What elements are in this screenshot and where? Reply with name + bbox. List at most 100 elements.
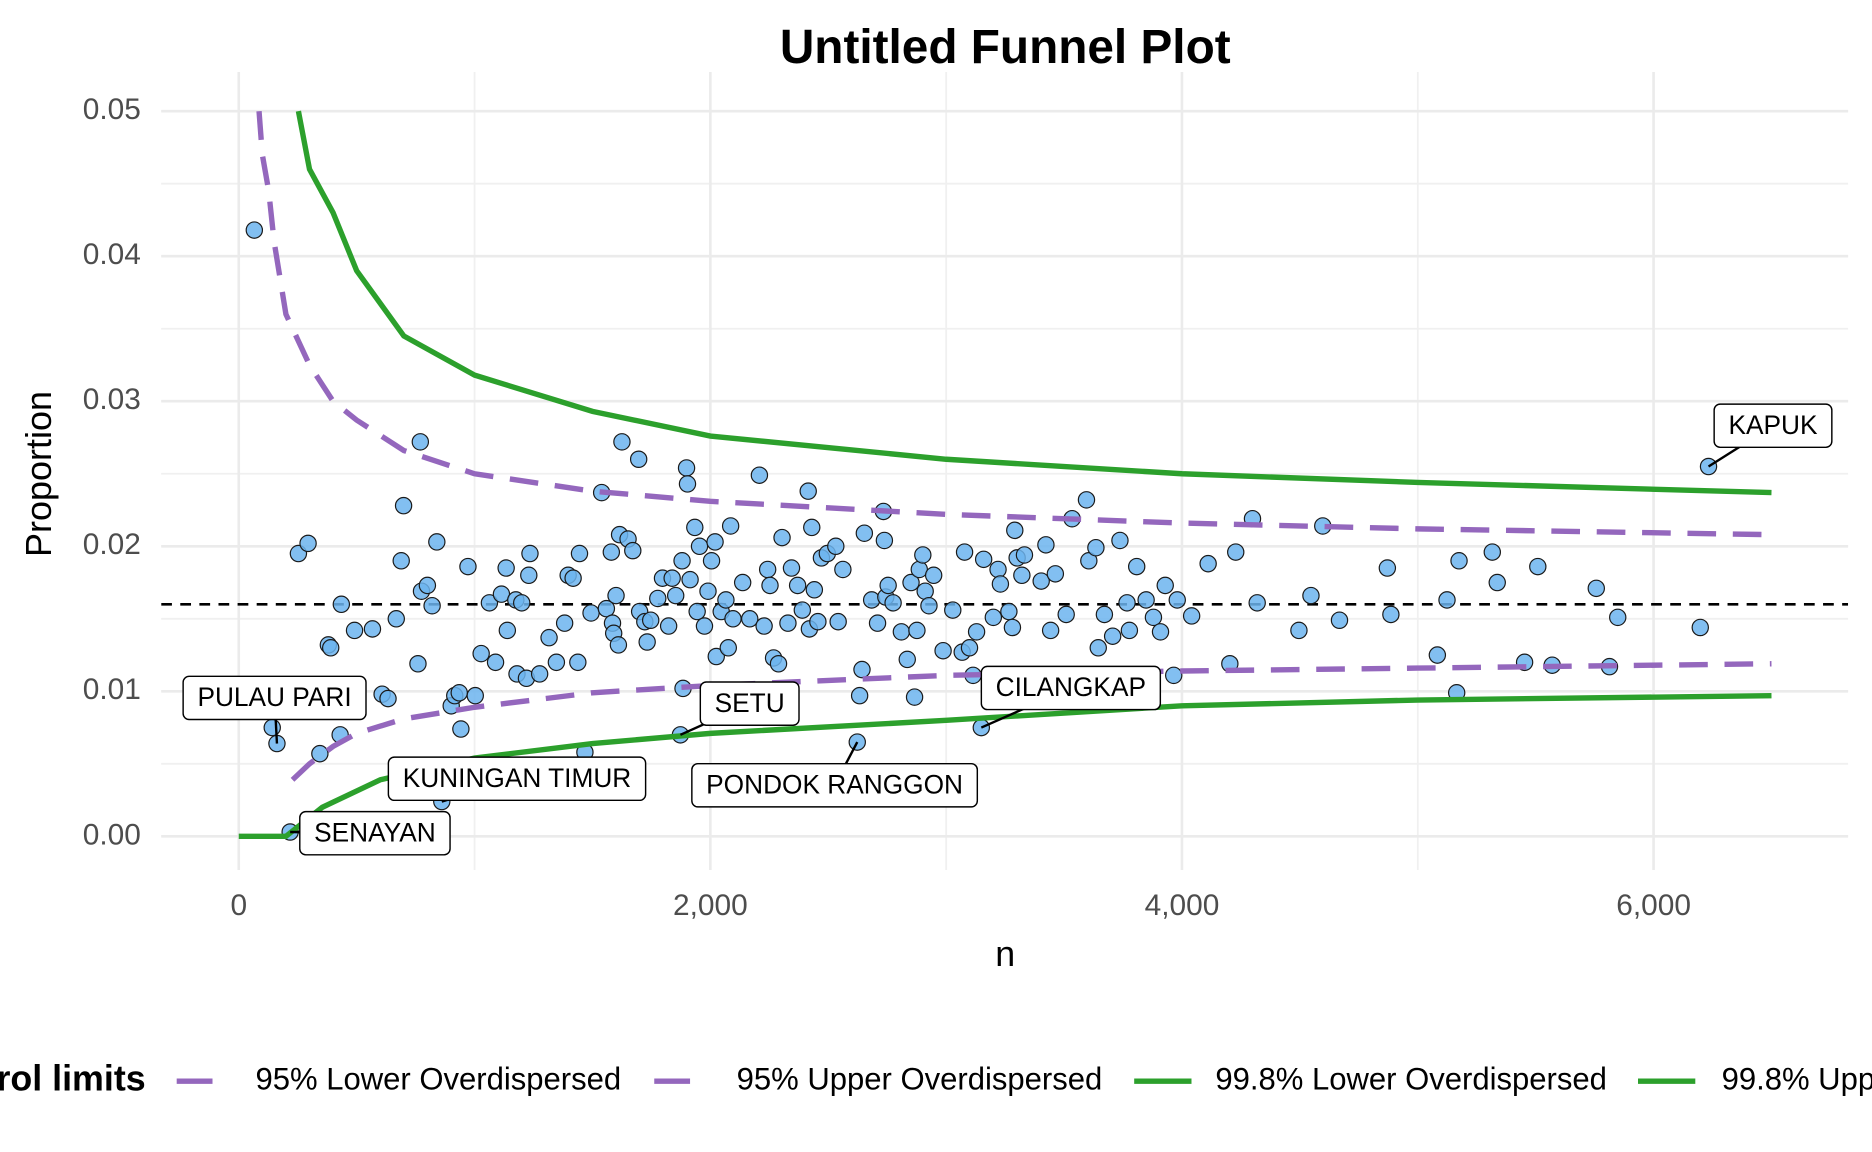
data-point bbox=[1438, 591, 1456, 609]
data-point bbox=[1609, 608, 1627, 627]
data-point bbox=[967, 623, 986, 641]
data-point bbox=[686, 518, 704, 537]
data-point bbox=[411, 433, 430, 451]
data-point bbox=[423, 596, 441, 615]
data-point bbox=[934, 641, 952, 660]
data-point bbox=[597, 599, 616, 618]
annotation-label: CILANGKAP bbox=[996, 672, 1146, 702]
data-point bbox=[521, 544, 539, 563]
data-point bbox=[629, 450, 648, 469]
data-point bbox=[690, 537, 709, 556]
data-point bbox=[755, 617, 773, 635]
data-point bbox=[1095, 605, 1114, 624]
data-point bbox=[905, 688, 924, 706]
data-point bbox=[1290, 621, 1308, 640]
data-point bbox=[741, 610, 759, 628]
data-point bbox=[1227, 543, 1245, 561]
data-point bbox=[707, 647, 725, 666]
grid bbox=[161, 72, 1849, 870]
data-point bbox=[799, 482, 817, 500]
data-point bbox=[955, 543, 974, 561]
data-point bbox=[989, 560, 1007, 579]
data-point bbox=[641, 611, 660, 630]
data-point bbox=[1248, 594, 1266, 612]
data-point bbox=[916, 582, 934, 600]
data-point bbox=[497, 559, 515, 577]
data-point bbox=[555, 614, 574, 632]
data-point bbox=[1057, 605, 1075, 624]
data-point bbox=[1488, 573, 1506, 592]
data-point bbox=[803, 518, 821, 537]
data-point bbox=[850, 686, 869, 705]
control-limit-line bbox=[290, 661, 1772, 782]
data-point bbox=[513, 594, 531, 612]
data-point bbox=[332, 595, 351, 614]
data-point bbox=[609, 636, 628, 654]
data-point bbox=[1006, 521, 1024, 540]
data-point bbox=[363, 620, 382, 638]
data-point bbox=[547, 653, 566, 672]
data-point bbox=[1003, 618, 1022, 637]
data-point bbox=[1041, 621, 1060, 640]
y-tick-label: 0.03 bbox=[83, 383, 141, 416]
data-point bbox=[659, 617, 678, 635]
data-point bbox=[638, 633, 656, 651]
data-point bbox=[1483, 543, 1502, 561]
data-point bbox=[1087, 538, 1105, 557]
data-point bbox=[520, 566, 538, 585]
x-tick-label: 4,000 bbox=[1145, 889, 1220, 922]
data-point bbox=[853, 660, 871, 679]
data-point bbox=[688, 602, 706, 621]
data-point bbox=[827, 537, 845, 556]
y-tick-label: 0.01 bbox=[83, 673, 141, 706]
control-limit-line bbox=[238, 692, 1772, 840]
data-point bbox=[879, 576, 897, 595]
data-point bbox=[805, 581, 824, 599]
data-point bbox=[834, 560, 852, 579]
data-point bbox=[322, 639, 340, 657]
y-tick-label: 0.00 bbox=[83, 818, 141, 851]
data-point bbox=[409, 654, 427, 673]
annotation-label: KAPUK bbox=[1728, 410, 1817, 440]
data-point bbox=[733, 573, 752, 592]
data-point bbox=[387, 610, 405, 628]
data-point bbox=[1013, 566, 1031, 585]
data-point bbox=[1151, 623, 1170, 641]
annotations: PULAU PARI SENAYAN KUNINGAN TIMUR SETU PONDO… bbox=[182, 403, 1833, 856]
data-point bbox=[793, 601, 812, 619]
data-point bbox=[984, 608, 1003, 627]
data-point bbox=[699, 582, 717, 600]
data-point bbox=[1127, 557, 1146, 576]
data-point bbox=[944, 601, 962, 619]
data-point bbox=[1182, 607, 1201, 625]
y-axis-title: Proportion bbox=[19, 391, 59, 557]
x-tick-label: 6,000 bbox=[1616, 889, 1691, 922]
data-point bbox=[924, 566, 943, 585]
data-point bbox=[649, 589, 667, 608]
data-point bbox=[758, 560, 777, 579]
data-point bbox=[773, 528, 791, 547]
data-point bbox=[1199, 554, 1217, 573]
data-point bbox=[974, 550, 993, 569]
data-point bbox=[602, 543, 621, 561]
chart-title: Untitled Funnel Plot bbox=[780, 21, 1231, 74]
data-point bbox=[498, 621, 517, 640]
data-point bbox=[1089, 639, 1107, 657]
data-point bbox=[1450, 552, 1468, 570]
data-point bbox=[695, 617, 714, 635]
data-point bbox=[898, 650, 916, 669]
data-point bbox=[1137, 591, 1155, 609]
data-point bbox=[1330, 611, 1349, 630]
data-point bbox=[788, 576, 807, 595]
data-point bbox=[452, 720, 470, 738]
annotation-box bbox=[1713, 403, 1833, 449]
data-point bbox=[666, 586, 685, 605]
annotation-label: PONDOK RANGGON bbox=[706, 769, 963, 799]
data-point bbox=[717, 591, 735, 609]
data-point bbox=[1077, 491, 1096, 509]
legend-label: 95% Upper Overdispersed bbox=[737, 1061, 1103, 1096]
data-point bbox=[345, 621, 364, 640]
data-point bbox=[681, 570, 699, 589]
